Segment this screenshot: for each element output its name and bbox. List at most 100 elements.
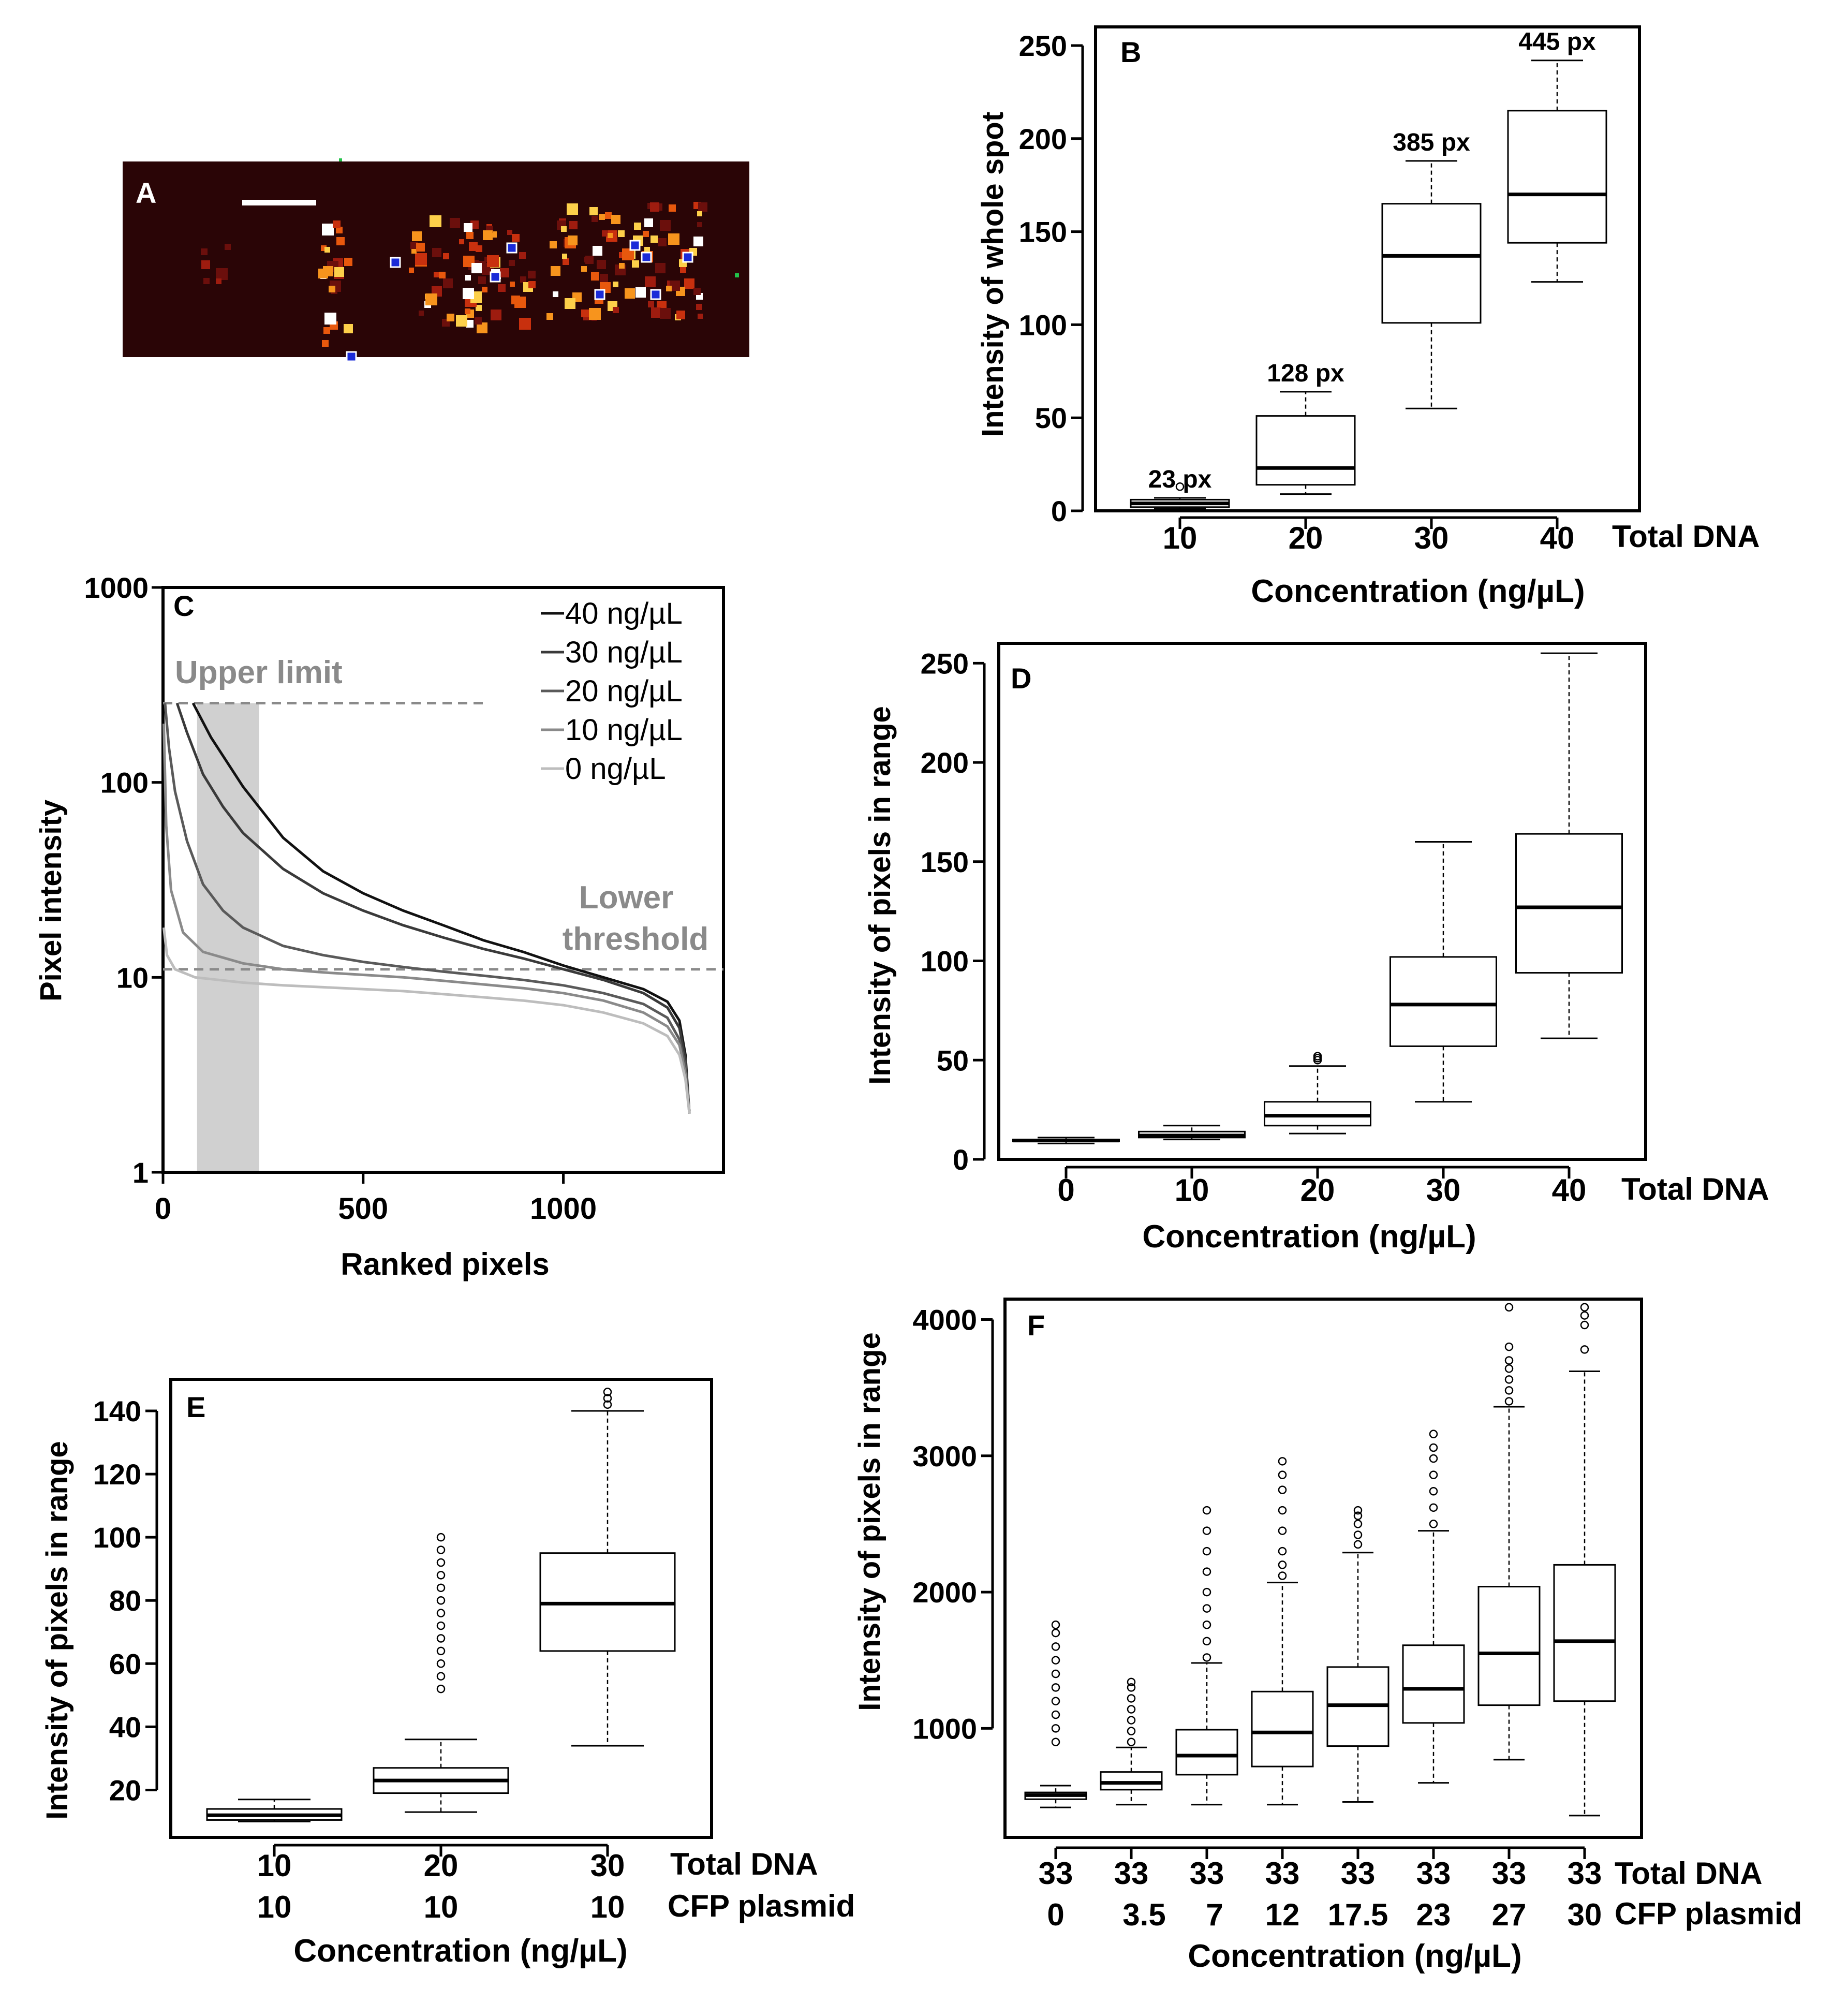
box-outlier [1051, 1737, 1060, 1746]
box-outlier [1580, 1345, 1589, 1354]
panel-f-chart: 1000 2000 3000 4000 33 0 33 3.5 33 7 33 12 33 17.5 33 2… [853, 1298, 1802, 1974]
panel-e-plot-area: 20 40 60 80 100 120 140 10 10 20 10 30 10 [93, 1378, 713, 1924]
box-outlier [1127, 1716, 1136, 1725]
y-tick-label: 2000 [912, 1576, 977, 1609]
box-iqr [1381, 203, 1482, 324]
panel-label-e: E [186, 1391, 205, 1423]
box-outlier [436, 1583, 446, 1593]
heat-pixel [419, 311, 424, 316]
box-outlier [436, 1634, 446, 1643]
panel-e-category-row-label-2: CFP plasmid [668, 1889, 855, 1923]
heat-pixel [651, 235, 658, 243]
box-outlier [1278, 1547, 1287, 1556]
box-iqr [1264, 1101, 1371, 1127]
box-outlier [1051, 1683, 1060, 1692]
heat-pixel [466, 232, 474, 239]
x-tick-label-2: 10 [590, 1890, 625, 1924]
heat-pixel [475, 317, 482, 325]
box-outlier [1051, 1642, 1060, 1651]
box-outlier [1051, 1628, 1060, 1638]
heat-pixel [324, 313, 336, 325]
box-outlier [1429, 1430, 1438, 1438]
y-tick-label: 40 [109, 1711, 141, 1743]
box-outlier [1127, 1737, 1136, 1746]
heat-pixel [450, 218, 460, 228]
panel-e-category-row-label: Total DNA [670, 1847, 818, 1881]
heat-pixel [605, 212, 612, 219]
x-tick-label: 10 [1175, 1173, 1209, 1207]
box-count-label: 128 px [1267, 360, 1344, 387]
selected-range-shade [197, 703, 259, 1172]
x-tick-label: 33 [1416, 1856, 1451, 1891]
box-outlier [1353, 1506, 1363, 1515]
heat-pixel [466, 320, 474, 328]
heat-pixel [600, 274, 608, 282]
heat-pixel [567, 203, 578, 215]
heat-pixel [329, 286, 335, 292]
x-tick-label: 20 [424, 1848, 459, 1883]
x-tick-label-2: 27 [1492, 1897, 1527, 1932]
box-iqr [1515, 833, 1623, 974]
heat-pixel [439, 272, 446, 278]
panel-label-f: F [1027, 1309, 1045, 1342]
heat-pixel [507, 230, 512, 235]
heat-pixel [216, 278, 221, 284]
heat-pixel [611, 215, 620, 224]
box-outlier [1278, 1506, 1287, 1515]
panel-f-plot-area: 1000 2000 3000 4000 33 0 33 3.5 33 7 33 12 33 17.5 33 2… [912, 1298, 1643, 1932]
box-outlier [1051, 1669, 1060, 1678]
box-outlier [1278, 1571, 1287, 1580]
heat-pixel [619, 263, 625, 269]
panel-f-x-axis-label: Concentration (ng/µL) [1188, 1938, 1521, 1974]
box-outlier [1051, 1724, 1060, 1733]
box-iqr [1175, 1729, 1238, 1776]
box-outlier [1313, 1052, 1322, 1061]
heat-pixel [520, 276, 526, 283]
series-line [191, 702, 691, 1114]
x-tick-label: 30 [1426, 1173, 1461, 1207]
panel-label-c: C [173, 590, 194, 622]
box-outlier [436, 1571, 446, 1580]
plot-frame [1094, 25, 1641, 512]
heat-pixel [602, 230, 608, 237]
y-tick-label: 1000 [84, 571, 149, 604]
y-tick-label: 100 [100, 767, 149, 799]
box-outlier [1127, 1683, 1136, 1692]
heat-pixel [491, 310, 501, 320]
box-iqr [1100, 1771, 1163, 1791]
heat-pixel [696, 304, 702, 310]
heat-pixel [651, 307, 661, 318]
panel-c-plot-area: 1 10 100 1000 0 500 1000 40 ng/µL 30 ng/µL 20 ng/… [84, 571, 725, 1226]
x-tick-label: 40 [1540, 521, 1575, 555]
heat-pixel [666, 286, 672, 291]
heat-pixel [698, 202, 707, 212]
y-tick-label: 0 [953, 1143, 969, 1176]
y-tick-label: 150 [1019, 216, 1067, 248]
micrograph-background [123, 161, 749, 357]
x-tick-label-2: 3.5 [1122, 1897, 1165, 1932]
heat-pixel [498, 284, 506, 292]
x-tick-label-2: 10 [257, 1890, 292, 1924]
box-outlier [1051, 1697, 1060, 1705]
panel-e-y-axis-label: Intensity of pixels in range [40, 1441, 74, 1820]
box-outlier [436, 1545, 446, 1554]
heat-pixel [668, 233, 679, 245]
box-count-label: 23 px [1148, 466, 1212, 493]
heat-pixel [322, 224, 334, 235]
box-outlier [1504, 1397, 1514, 1406]
heat-pixel [546, 313, 553, 320]
heat-pixel [487, 255, 499, 267]
panel-d-x-axis-label: Concentration (ng/µL) [1142, 1219, 1476, 1255]
x-tick-label: 33 [1265, 1856, 1300, 1891]
heat-pixel [569, 221, 578, 229]
heat-pixel [632, 260, 639, 268]
panel-label-d: D [1011, 662, 1031, 695]
heat-pixel [581, 310, 589, 317]
series-line [164, 703, 691, 1114]
heat-pixel [514, 297, 526, 308]
x-tick-label-2: 0 [1047, 1897, 1064, 1932]
heat-pixel [608, 233, 613, 238]
heat-pixel [469, 242, 478, 251]
heat-pixel [464, 223, 472, 232]
heat-pixel [565, 298, 575, 309]
